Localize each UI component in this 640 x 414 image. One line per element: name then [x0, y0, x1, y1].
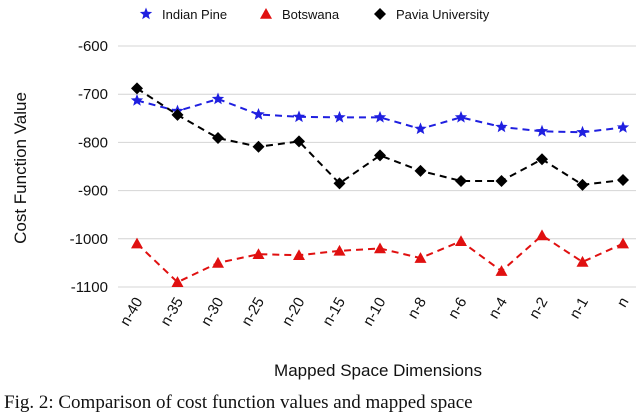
- legend-label: Indian Pine: [162, 7, 227, 22]
- y-axis-ticks: -600 -700 -800 -900 -1000 -1100: [70, 38, 108, 296]
- gridlines: [118, 45, 636, 288]
- y-tick-label: -800: [78, 134, 108, 151]
- data-point: [333, 244, 346, 256]
- data-point: [171, 108, 184, 121]
- legend-marker-diamond: [374, 8, 386, 20]
- y-tick-label: -700: [78, 86, 108, 103]
- data-point: [374, 149, 386, 162]
- data-point: [333, 177, 346, 190]
- data-point: [131, 82, 143, 95]
- data-point: [576, 125, 589, 138]
- x-tick-label: n-20: [279, 295, 309, 330]
- data-point: [212, 256, 224, 268]
- x-tick-label: n-2: [526, 295, 552, 322]
- data-point: [495, 265, 508, 276]
- data-point: [414, 122, 427, 135]
- y-axis-title: Cost Function Value: [11, 92, 30, 244]
- data-point: [374, 242, 386, 254]
- data-point: [414, 164, 427, 177]
- data-point: [455, 174, 467, 187]
- data-point: [536, 229, 548, 241]
- data-point: [292, 110, 306, 123]
- data-point: [617, 173, 629, 186]
- y-tick-label: -1000: [70, 231, 108, 248]
- x-tick-label: n-35: [157, 295, 187, 330]
- data-point: [576, 255, 589, 267]
- data-point: [211, 92, 225, 105]
- data-point: [252, 107, 265, 120]
- data-point: [495, 120, 508, 133]
- data-point: [535, 124, 549, 137]
- data-point: [293, 135, 305, 148]
- x-tick-label: n-6: [445, 295, 471, 322]
- legend-marker-triangle: [260, 8, 272, 19]
- legend-label: Pavia University: [396, 7, 490, 22]
- data-point: [252, 140, 265, 153]
- data-point: [576, 178, 589, 191]
- cost-function-line-chart: -600-700-800-900-1000-1100 n-40 n-35 n-30 n…: [11, 7, 636, 380]
- x-tick-label: n-25: [238, 295, 268, 330]
- series-pavia-university: [131, 82, 629, 191]
- data-point: [212, 132, 224, 145]
- series-indian-pine: [130, 92, 630, 138]
- x-tick-label: n-15: [319, 295, 349, 330]
- x-tick-label: n-40: [117, 295, 147, 330]
- data-point: [617, 237, 629, 249]
- data-point: [293, 249, 305, 260]
- legend: Indian Pine Botswana Pavia University: [139, 7, 490, 22]
- data-point: [616, 120, 630, 133]
- x-axis-ticks: n-40 n-35 n-30 n-25 n-20 n-15 n-10 n-8 n-6 n-4 n-2…: [117, 295, 633, 330]
- x-tick-label: n-10: [360, 295, 390, 330]
- legend-marker-star: [139, 7, 153, 20]
- series-layer: [130, 82, 630, 287]
- data-point: [373, 110, 387, 123]
- y-tick-label: -900: [78, 183, 108, 200]
- data-point: [171, 276, 184, 287]
- x-tick-label: n-4: [485, 295, 511, 322]
- x-tick-label: n-30: [198, 295, 228, 330]
- data-point: [333, 110, 346, 123]
- y-tick-label: -600: [78, 38, 108, 55]
- data-point: [414, 252, 427, 263]
- figure-caption: Fig. 2: Comparison of cost function valu…: [4, 392, 473, 413]
- x-tick-label: n-1: [566, 295, 592, 322]
- series-line: [136, 87, 624, 186]
- x-axis-title: Mapped Space Dimensions: [274, 361, 482, 380]
- series-botswana: [131, 229, 629, 287]
- data-point: [130, 93, 144, 106]
- data-point: [495, 174, 508, 187]
- x-tick-label: n: [614, 295, 633, 311]
- x-tick-label: n-8: [404, 295, 430, 322]
- data-point: [536, 153, 548, 166]
- y-tick-label: -1100: [71, 279, 108, 296]
- data-point: [455, 235, 467, 247]
- data-point: [454, 110, 468, 123]
- data-point: [252, 248, 265, 260]
- legend-label: Botswana: [282, 7, 340, 22]
- data-point: [131, 237, 143, 249]
